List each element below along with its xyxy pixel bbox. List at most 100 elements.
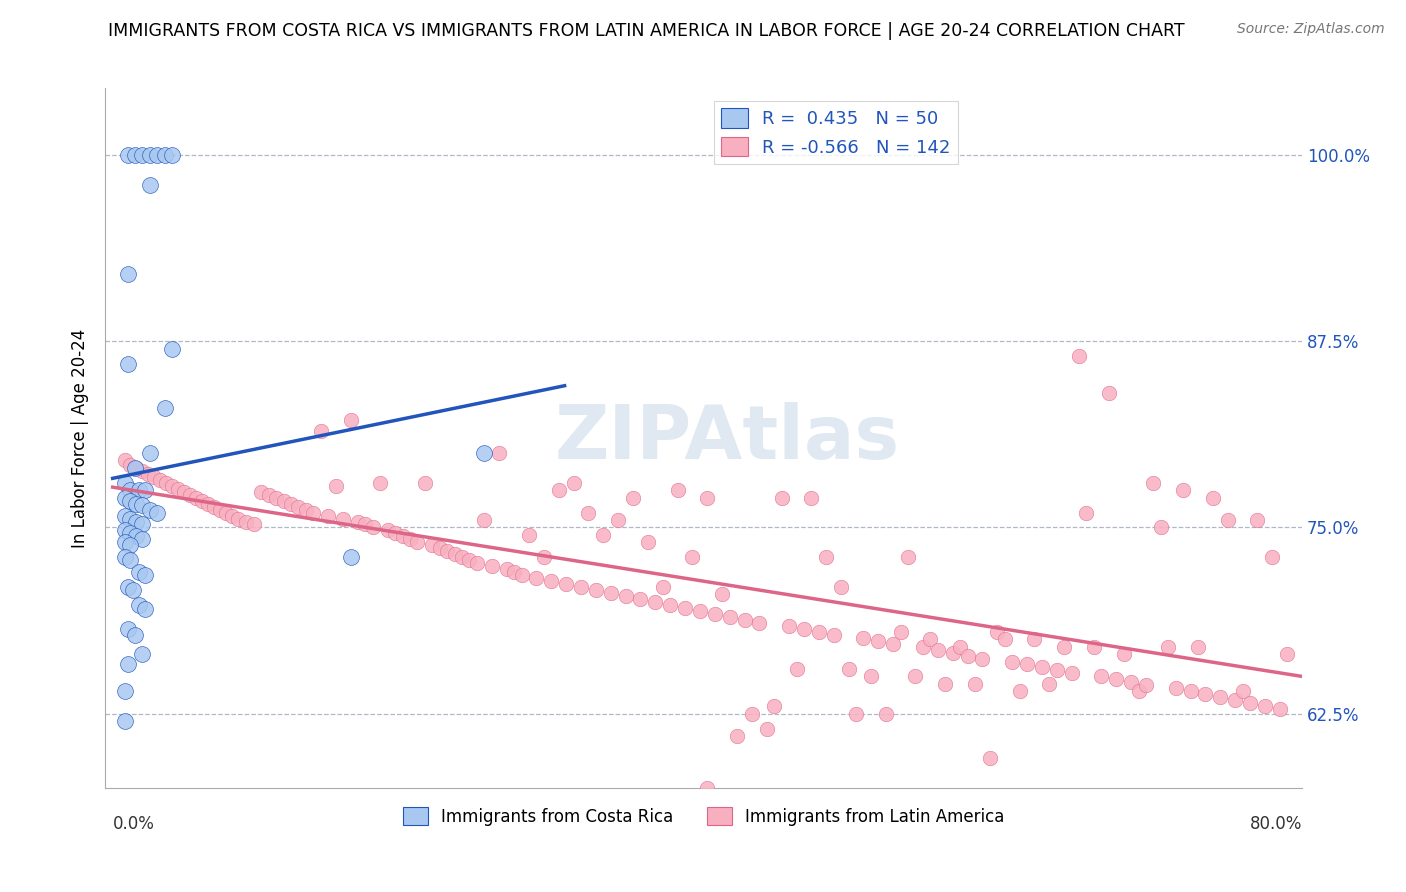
Point	[316, 508, 339, 523]
Point	[202, 500, 225, 514]
Point	[956, 648, 979, 663]
Point	[875, 706, 897, 721]
Point	[120, 458, 142, 472]
Point	[800, 491, 823, 505]
Point	[1031, 660, 1053, 674]
Point	[786, 662, 808, 676]
Point	[436, 544, 458, 558]
Point	[1187, 640, 1209, 654]
Point	[1142, 475, 1164, 490]
Point	[1202, 491, 1225, 505]
Point	[120, 483, 142, 498]
Point	[1216, 513, 1239, 527]
Point	[495, 562, 517, 576]
Point	[131, 148, 153, 162]
Point	[406, 535, 429, 549]
Point	[630, 591, 652, 606]
Point	[120, 511, 142, 525]
Point	[666, 483, 689, 498]
Point	[139, 502, 162, 516]
Point	[859, 669, 882, 683]
Point	[1180, 684, 1202, 698]
Point	[208, 502, 231, 516]
Point	[778, 619, 800, 633]
Point	[280, 497, 302, 511]
Point	[120, 538, 142, 552]
Point	[830, 580, 852, 594]
Point	[347, 515, 370, 529]
Point	[718, 610, 741, 624]
Point	[576, 506, 599, 520]
Point	[136, 467, 159, 481]
Point	[368, 475, 391, 490]
Point	[481, 559, 503, 574]
Point	[1112, 647, 1135, 661]
Point	[711, 587, 734, 601]
Point	[770, 491, 793, 505]
Point	[1246, 513, 1268, 527]
Point	[621, 491, 644, 505]
Point	[1135, 678, 1157, 692]
Point	[155, 475, 177, 490]
Point	[120, 553, 142, 567]
Point	[128, 483, 150, 498]
Point	[153, 401, 176, 416]
Point	[125, 529, 148, 543]
Point	[120, 526, 142, 541]
Point	[160, 479, 183, 493]
Point	[994, 632, 1017, 647]
Point	[134, 568, 156, 582]
Text: IMMIGRANTS FROM COSTA RICA VS IMMIGRANTS FROM LATIN AMERICA IN LABOR FORCE | AGE: IMMIGRANTS FROM COSTA RICA VS IMMIGRANTS…	[108, 22, 1185, 40]
Point	[1053, 640, 1076, 654]
Point	[131, 647, 153, 661]
Point	[815, 550, 838, 565]
Point	[117, 357, 139, 371]
Point	[562, 475, 585, 490]
Point	[226, 511, 249, 525]
Point	[1209, 690, 1232, 705]
Point	[823, 628, 845, 642]
Point	[599, 586, 621, 600]
Point	[243, 517, 266, 532]
Point	[134, 483, 156, 498]
Point	[114, 550, 136, 565]
Point	[942, 646, 965, 660]
Point	[117, 657, 139, 672]
Point	[139, 148, 162, 162]
Point	[264, 491, 287, 505]
Point	[1083, 640, 1105, 654]
Point	[637, 535, 659, 549]
Point	[114, 491, 136, 505]
Point	[755, 722, 778, 736]
Point	[972, 651, 994, 665]
Point	[125, 497, 148, 511]
Point	[748, 615, 770, 630]
Point	[673, 600, 696, 615]
Point	[429, 541, 451, 556]
Legend: Immigrants from Costa Rica, Immigrants from Latin America: Immigrants from Costa Rica, Immigrants f…	[396, 801, 1011, 832]
Point	[146, 506, 169, 520]
Point	[1015, 657, 1038, 672]
Point	[117, 148, 139, 162]
Point	[114, 684, 136, 698]
Point	[1105, 673, 1128, 687]
Point	[399, 533, 422, 547]
Point	[458, 553, 481, 567]
Point	[197, 497, 219, 511]
Point	[614, 589, 637, 603]
Point	[703, 607, 725, 621]
Text: Source: ZipAtlas.com: Source: ZipAtlas.com	[1237, 22, 1385, 37]
Point	[221, 508, 243, 523]
Point	[838, 662, 860, 676]
Point	[607, 513, 630, 527]
Point	[555, 577, 578, 591]
Point	[420, 538, 443, 552]
Point	[1157, 640, 1180, 654]
Point	[517, 528, 540, 542]
Point	[332, 511, 354, 525]
Point	[845, 706, 868, 721]
Point	[131, 498, 153, 512]
Point	[465, 556, 488, 570]
Point	[651, 580, 673, 594]
Point	[1001, 655, 1024, 669]
